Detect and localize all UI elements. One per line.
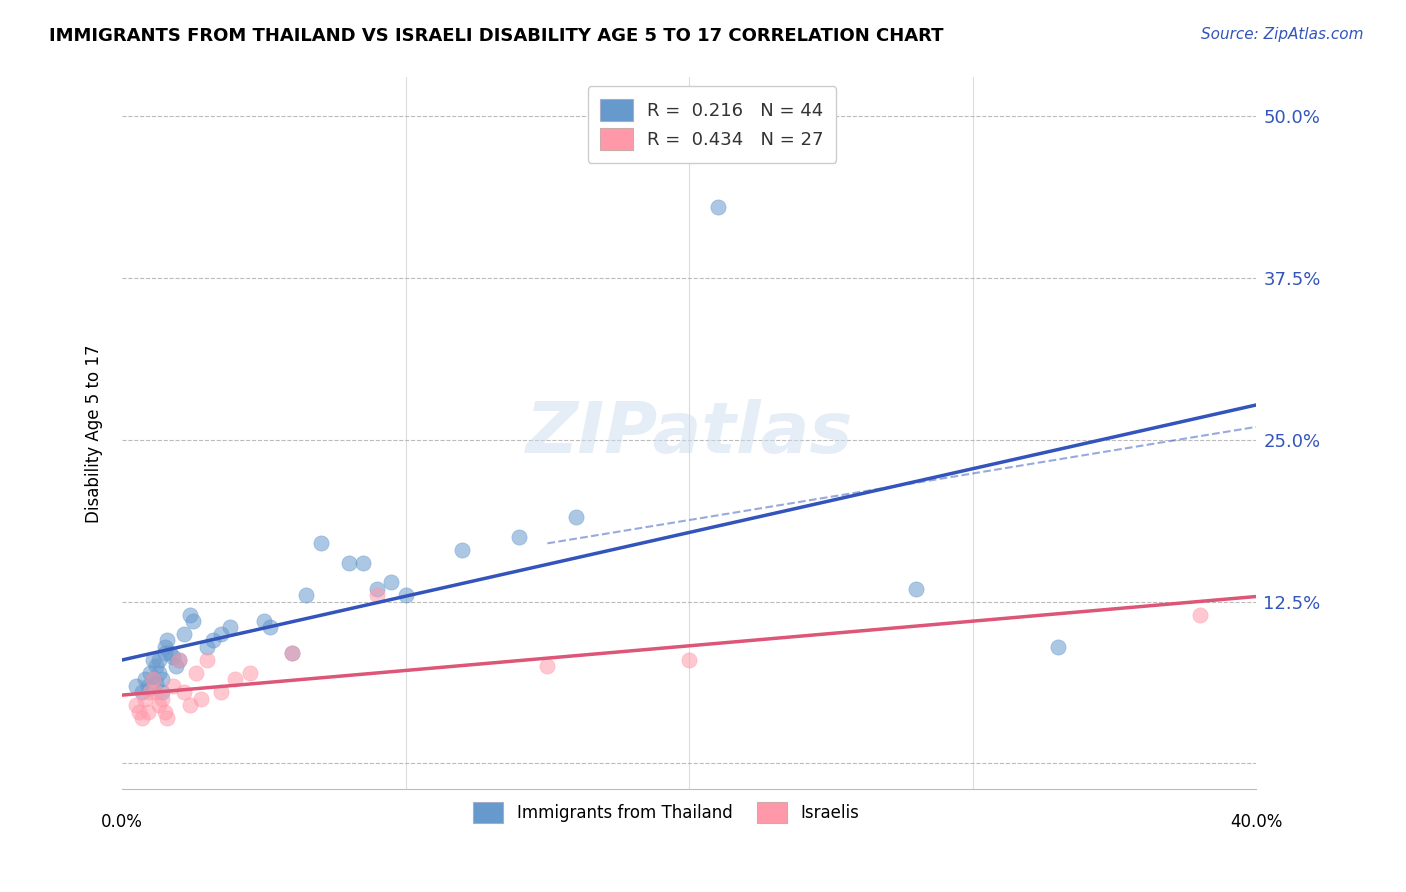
Point (195, 640, 218, 654)
Point (352, 556, 374, 570)
Point (173, 685, 195, 699)
Point (139, 665, 162, 680)
Point (136, 679, 159, 693)
Text: ZIPatlas: ZIPatlas (526, 399, 853, 467)
Point (224, 672, 246, 686)
Point (706, 200, 728, 214)
Point (156, 711, 179, 725)
Text: 40.0%: 40.0% (1230, 813, 1282, 830)
Point (179, 607, 201, 622)
Point (181, 614, 204, 628)
Point (148, 665, 170, 680)
Point (150, 691, 173, 706)
Point (153, 646, 176, 660)
Point (150, 685, 173, 699)
Point (239, 665, 262, 680)
Point (139, 685, 162, 699)
Point (536, 659, 558, 673)
Point (565, 510, 588, 524)
Point (295, 588, 318, 602)
Point (145, 659, 167, 673)
Point (165, 659, 187, 673)
Point (159, 646, 181, 660)
Point (366, 582, 388, 596)
Point (128, 705, 150, 719)
Point (150, 672, 173, 686)
Point (125, 698, 148, 712)
Point (148, 698, 170, 712)
Point (142, 672, 165, 686)
Point (145, 676, 167, 690)
Point (148, 653, 170, 667)
Point (395, 588, 418, 602)
Point (281, 646, 304, 660)
Point (218, 620, 240, 634)
Point (134, 672, 156, 686)
Point (153, 640, 176, 654)
Point (153, 705, 176, 719)
Point (259, 620, 281, 634)
Point (179, 698, 201, 712)
Point (195, 653, 218, 667)
Point (209, 685, 232, 699)
Point (142, 653, 165, 667)
Point (209, 627, 232, 641)
Point (1046, 640, 1069, 654)
Point (508, 530, 530, 544)
Text: IMMIGRANTS FROM THAILAND VS ISRAELI DISABILITY AGE 5 TO 17 CORRELATION CHART: IMMIGRANTS FROM THAILAND VS ISRAELI DISA… (49, 27, 943, 45)
Point (253, 614, 276, 628)
Point (190, 691, 212, 706)
Point (184, 665, 207, 680)
Point (337, 556, 360, 570)
Point (309, 536, 332, 550)
Point (1188, 607, 1211, 622)
Text: Source: ZipAtlas.com: Source: ZipAtlas.com (1201, 27, 1364, 42)
Point (139, 681, 162, 696)
Point (678, 653, 700, 667)
Point (142, 672, 165, 686)
Y-axis label: Disability Age 5 to 17: Disability Age 5 to 17 (86, 344, 103, 523)
Text: 0.0%: 0.0% (101, 813, 143, 830)
Point (145, 685, 167, 699)
Point (167, 653, 190, 667)
Point (125, 679, 148, 693)
Point (281, 646, 304, 660)
Point (451, 542, 474, 557)
Legend: Immigrants from Thailand, Israelis: Immigrants from Thailand, Israelis (461, 790, 872, 834)
Point (380, 575, 402, 590)
Point (366, 588, 388, 602)
Point (136, 705, 159, 719)
Point (156, 633, 179, 648)
Point (173, 627, 195, 641)
Point (905, 582, 928, 596)
Point (162, 679, 184, 693)
Point (131, 711, 153, 725)
Point (201, 633, 224, 648)
Point (167, 653, 190, 667)
Point (134, 691, 156, 706)
Point (131, 685, 153, 699)
Point (162, 650, 184, 665)
